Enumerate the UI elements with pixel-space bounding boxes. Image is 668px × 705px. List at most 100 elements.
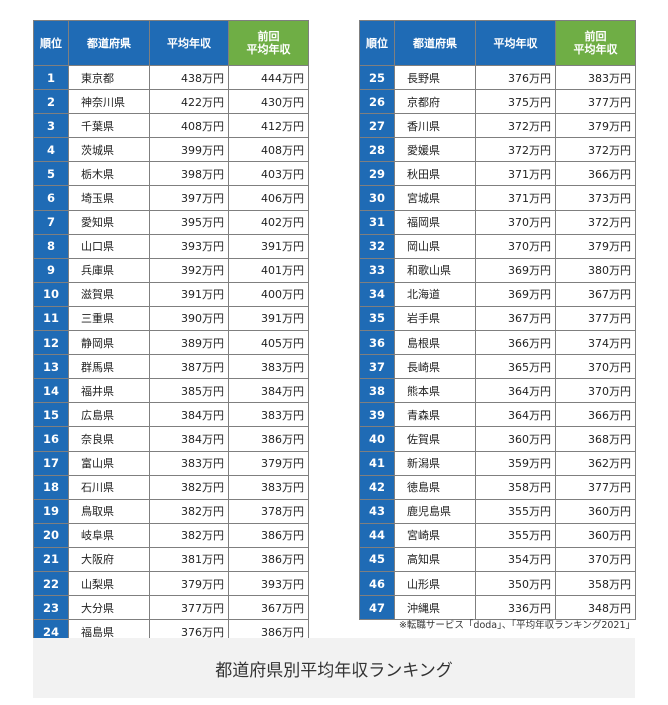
income-cell: 375万円 bbox=[475, 89, 556, 115]
income-cell: 369万円 bbox=[475, 281, 556, 307]
income-cell: 397万円 bbox=[149, 185, 229, 211]
previous-header-line2: 平均年収 bbox=[246, 43, 291, 56]
prefecture-cell: 愛知県 bbox=[68, 209, 150, 235]
income-cell: 391万円 bbox=[149, 281, 229, 307]
rank-cell: 44 bbox=[359, 522, 395, 548]
prefecture-cell: 鳥取県 bbox=[68, 498, 150, 524]
previous-income-cell: 393万円 bbox=[228, 570, 309, 597]
income-cell: 383万円 bbox=[149, 450, 229, 476]
rank-cell: 26 bbox=[359, 89, 395, 115]
previous-income-cell: 378万円 bbox=[228, 498, 309, 524]
income-cell: 366万円 bbox=[475, 330, 556, 356]
rank-cell: 19 bbox=[33, 498, 69, 524]
prefecture-cell: 栃木県 bbox=[68, 161, 150, 187]
previous-income-cell: 370万円 bbox=[555, 378, 636, 404]
previous-income-cell: 380万円 bbox=[555, 257, 636, 283]
rank-cell: 25 bbox=[359, 64, 395, 91]
average-income-header: 平均年収 bbox=[149, 20, 229, 66]
rank-cell: 13 bbox=[33, 354, 69, 380]
previous-income-cell: 377万円 bbox=[555, 89, 636, 115]
prefecture-cell: 神奈川県 bbox=[68, 89, 150, 115]
prefecture-cell: 秋田県 bbox=[394, 161, 476, 187]
table-row: 26 京都府 375万円 377万円 bbox=[359, 89, 636, 115]
prefecture-header: 都道府県 bbox=[68, 20, 150, 66]
table-row: 4 茨城県 399万円 408万円 bbox=[33, 137, 309, 163]
previous-income-cell: 373万円 bbox=[555, 185, 636, 211]
income-cell: 354万円 bbox=[475, 546, 556, 572]
income-cell: 369万円 bbox=[475, 257, 556, 283]
table-row: 32 岡山県 370万円 379万円 bbox=[359, 233, 636, 259]
table-row: 44 宮崎県 355万円 360万円 bbox=[359, 522, 636, 548]
table-row: 25 長野県 376万円 383万円 bbox=[359, 64, 636, 91]
previous-income-cell: 383万円 bbox=[228, 474, 309, 500]
previous-income-cell: 383万円 bbox=[555, 64, 636, 91]
table-row: 30 宮城県 371万円 373万円 bbox=[359, 185, 636, 211]
income-cell: 379万円 bbox=[149, 570, 229, 597]
previous-income-cell: 360万円 bbox=[555, 498, 636, 524]
previous-income-cell: 366万円 bbox=[555, 161, 636, 187]
prefecture-cell: 岩手県 bbox=[394, 305, 476, 332]
income-cell: 371万円 bbox=[475, 161, 556, 187]
prefecture-cell: 沖縄県 bbox=[394, 595, 476, 621]
table-row: 23 大分県 377万円 367万円 bbox=[33, 595, 309, 621]
prefecture-cell: 愛媛県 bbox=[394, 137, 476, 163]
income-cell: 364万円 bbox=[475, 378, 556, 404]
income-cell: 365万円 bbox=[475, 354, 556, 380]
previous-income-cell: 358万円 bbox=[555, 570, 636, 597]
previous-income-cell: 372万円 bbox=[555, 209, 636, 235]
prefecture-cell: 宮城県 bbox=[394, 185, 476, 211]
table-row: 16 奈良県 384万円 386万円 bbox=[33, 426, 309, 452]
rank-cell: 20 bbox=[33, 522, 69, 548]
table-header-row: 順位 都道府県 平均年収 前回 平均年収 bbox=[359, 20, 636, 66]
rank-cell: 8 bbox=[33, 233, 69, 259]
prefecture-cell: 福岡県 bbox=[394, 209, 476, 235]
table-row: 13 群馬県 387万円 383万円 bbox=[33, 354, 309, 380]
rank-cell: 15 bbox=[33, 402, 69, 428]
prefecture-header: 都道府県 bbox=[394, 20, 476, 66]
previous-income-cell: 372万円 bbox=[555, 137, 636, 163]
income-cell: 438万円 bbox=[149, 64, 229, 91]
rank-cell: 11 bbox=[33, 305, 69, 332]
table-header-row: 順位 都道府県 平均年収 前回 平均年収 bbox=[33, 20, 309, 66]
prefecture-cell: 広島県 bbox=[68, 402, 150, 428]
table-row: 42 徳島県 358万円 377万円 bbox=[359, 474, 636, 500]
income-cell: 384万円 bbox=[149, 426, 229, 452]
rank-cell: 6 bbox=[33, 185, 69, 211]
table-row: 1 東京都 438万円 444万円 bbox=[33, 64, 309, 91]
prefecture-cell: 大分県 bbox=[68, 595, 150, 621]
rank-cell: 39 bbox=[359, 402, 395, 428]
income-cell: 359万円 bbox=[475, 450, 556, 476]
previous-income-cell: 391万円 bbox=[228, 233, 309, 259]
rank-cell: 27 bbox=[359, 113, 395, 139]
caption-bar: 都道府県別平均年収ランキング bbox=[33, 638, 635, 698]
income-cell: 398万円 bbox=[149, 161, 229, 187]
previous-income-cell: 367万円 bbox=[228, 595, 309, 621]
source-footnote: ※転職サービス「doda」、「平均年収ランキング2021」 bbox=[398, 620, 635, 631]
income-cell: 382万円 bbox=[149, 498, 229, 524]
income-cell: 350万円 bbox=[475, 570, 556, 597]
average-income-header: 平均年収 bbox=[475, 20, 556, 66]
prefecture-cell: 大阪府 bbox=[68, 546, 150, 572]
rank-cell: 21 bbox=[33, 546, 69, 572]
prefecture-cell: 島根県 bbox=[394, 330, 476, 356]
prefecture-cell: 北海道 bbox=[394, 281, 476, 307]
table-row: 21 大阪府 381万円 386万円 bbox=[33, 546, 309, 572]
prefecture-cell: 富山県 bbox=[68, 450, 150, 476]
table-row: 10 滋賀県 391万円 400万円 bbox=[33, 281, 309, 307]
rank-cell: 30 bbox=[359, 185, 395, 211]
previous-header-line1: 前回 bbox=[584, 30, 607, 43]
rank-cell: 2 bbox=[33, 89, 69, 115]
prefecture-cell: 兵庫県 bbox=[68, 257, 150, 283]
prefecture-cell: 高知県 bbox=[394, 546, 476, 572]
table-row: 31 福岡県 370万円 372万円 bbox=[359, 209, 636, 235]
income-cell: 372万円 bbox=[475, 137, 556, 163]
prefecture-cell: 岐阜県 bbox=[68, 522, 150, 548]
prefecture-cell: 宮崎県 bbox=[394, 522, 476, 548]
previous-income-cell: 408万円 bbox=[228, 137, 309, 163]
prefecture-cell: 青森県 bbox=[394, 402, 476, 428]
rank-header: 順位 bbox=[33, 20, 69, 66]
table-row: 35 岩手県 367万円 377万円 bbox=[359, 305, 636, 332]
income-cell: 376万円 bbox=[475, 64, 556, 91]
previous-income-cell: 402万円 bbox=[228, 209, 309, 235]
rank-cell: 23 bbox=[33, 595, 69, 621]
